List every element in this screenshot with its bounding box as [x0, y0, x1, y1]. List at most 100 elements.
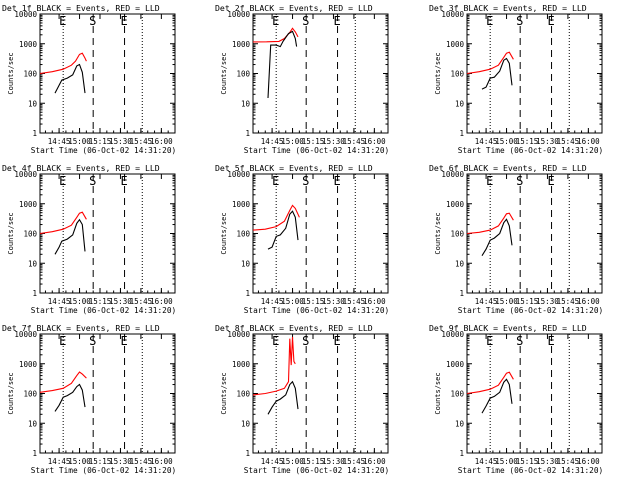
y-tick-label: 100 — [23, 230, 37, 239]
interval-marker-letter: E — [59, 174, 66, 188]
panel-title: Det 9f BLACK = Events, RED = LLD — [429, 323, 587, 333]
x-tick-label: 14:45 — [48, 457, 71, 466]
y-tick-label: 1000 — [19, 360, 38, 369]
interval-marker-letter: E — [59, 334, 66, 348]
x-tick-label: 15:45 — [343, 137, 366, 146]
interval-marker-letter: E — [548, 14, 555, 28]
x-tick-label: 15:30 — [322, 297, 345, 306]
x-tick-label: 16:00 — [577, 137, 600, 146]
interval-marker-letter: E — [121, 174, 128, 188]
interval-marker-letter: E — [334, 334, 341, 348]
events-rate-line — [267, 210, 299, 250]
y-tick-label: 100 — [450, 230, 464, 239]
panel-det-7: Det 7f BLACK = Events, RED = LLD 1 10 100 10… — [2, 323, 176, 475]
x-tick-label: 14:45 — [475, 457, 498, 466]
y-tick-label: 10 — [241, 419, 251, 428]
interval-marker-letter: E — [334, 14, 341, 28]
x-tick-label: 14:45 — [48, 297, 71, 306]
panel-title: Det 3f BLACK = Events, RED = LLD — [429, 3, 587, 13]
interval-marker-letter: E — [486, 334, 493, 348]
y-tick-label: 100 — [23, 390, 37, 399]
y-tick-label: 10000 — [227, 330, 250, 339]
y-tick-label: 1000 — [232, 360, 251, 369]
x-tick-label: 15:30 — [109, 457, 132, 466]
y-tick-label: 10000 — [14, 170, 37, 179]
panel-det-8: Det 8f BLACK = Events, RED = LLD 1 10 100 10… — [215, 323, 389, 475]
interval-marker-letter: S — [302, 334, 309, 348]
x-tick-label: 15:00 — [281, 297, 304, 306]
x-tick-label: 15:30 — [109, 137, 132, 146]
x-tick-label: 15:45 — [557, 457, 580, 466]
interval-marker-letter: E — [121, 14, 128, 28]
x-tick-label: 16:00 — [363, 457, 386, 466]
interval-marker-letter: S — [516, 174, 523, 188]
x-tick-label: 16:00 — [577, 297, 600, 306]
x-tick-label: 15:00 — [281, 137, 304, 146]
x-tick-label: 16:00 — [363, 137, 386, 146]
y-tick-label: 10000 — [14, 330, 37, 339]
events-rate-line — [267, 30, 298, 99]
events-rate-line — [54, 63, 86, 94]
x-tick-label: 16:00 — [363, 297, 386, 306]
interval-marker-letter: S — [89, 334, 96, 348]
x-tick-label: 15:30 — [109, 297, 132, 306]
y-tick-label: 100 — [236, 390, 250, 399]
x-axis-label: Start Time (06-Oct-02 14:31:20) — [31, 306, 177, 315]
panel-det-1: Det 1f BLACK = Events, RED = LLD 1 10 100 10… — [2, 3, 176, 155]
y-tick-label: 1 — [245, 289, 250, 298]
lld-rate-line — [252, 204, 300, 231]
panel-title: Det 7f BLACK = Events, RED = LLD — [2, 323, 160, 333]
x-tick-label: 15:15 — [516, 137, 539, 146]
plot-frame — [39, 13, 176, 134]
interval-marker-letter: S — [302, 174, 309, 188]
x-tick-label: 14:45 — [261, 137, 284, 146]
interval-marker-letter: E — [486, 174, 493, 188]
x-tick-label: 15:45 — [557, 137, 580, 146]
x-tick-label: 15:15 — [89, 457, 112, 466]
events-rate-line — [481, 218, 513, 256]
x-tick-label: 16:00 — [150, 457, 173, 466]
lld-rate-line — [252, 27, 299, 43]
y-tick-label: 100 — [450, 390, 464, 399]
plot-frame — [466, 333, 603, 454]
events-rate-line — [481, 57, 513, 90]
panel-det-3: Det 3f BLACK = Events, RED = LLD 1 10 100 10… — [429, 3, 603, 155]
x-tick-label: 15:30 — [536, 297, 559, 306]
interval-marker-letter: E — [548, 174, 555, 188]
panel-title: Det 5f BLACK = Events, RED = LLD — [215, 163, 373, 173]
y-tick-label: 1000 — [446, 200, 465, 209]
interval-marker-letter: S — [89, 174, 96, 188]
y-tick-label: 10000 — [441, 10, 464, 19]
x-tick-label: 15:45 — [130, 457, 153, 466]
y-axis-label: Counts/sec — [220, 212, 228, 254]
lld-rate-line — [252, 336, 296, 396]
y-axis-label: Counts/sec — [434, 212, 442, 254]
y-tick-label: 10 — [28, 259, 38, 268]
interval-marker-letter: S — [89, 14, 96, 28]
interval-marker-letter: E — [272, 334, 279, 348]
y-axis-label: Counts/sec — [7, 52, 15, 94]
x-tick-label: 15:15 — [302, 297, 325, 306]
y-tick-label: 1 — [459, 129, 464, 138]
y-tick-label: 1 — [32, 129, 37, 138]
y-tick-label: 10000 — [227, 10, 250, 19]
lld-rate-line — [39, 52, 87, 75]
y-tick-label: 10 — [455, 259, 465, 268]
x-tick-label: 14:45 — [475, 297, 498, 306]
x-tick-label: 15:15 — [302, 137, 325, 146]
events-rate-line — [267, 380, 299, 415]
y-axis-label: Counts/sec — [220, 52, 228, 94]
interval-marker-letter: S — [516, 14, 523, 28]
x-tick-label: 14:45 — [261, 297, 284, 306]
y-tick-label: 100 — [236, 230, 250, 239]
interval-marker-letter: E — [272, 14, 279, 28]
y-axis-label: Counts/sec — [434, 372, 442, 414]
x-tick-label: 15:15 — [89, 137, 112, 146]
y-tick-label: 1000 — [446, 360, 465, 369]
x-tick-label: 15:30 — [536, 457, 559, 466]
interval-marker-letter: S — [516, 334, 523, 348]
x-axis-label: Start Time (06-Oct-02 14:31:20) — [244, 466, 390, 475]
x-tick-label: 15:30 — [322, 137, 345, 146]
y-tick-label: 1 — [245, 129, 250, 138]
